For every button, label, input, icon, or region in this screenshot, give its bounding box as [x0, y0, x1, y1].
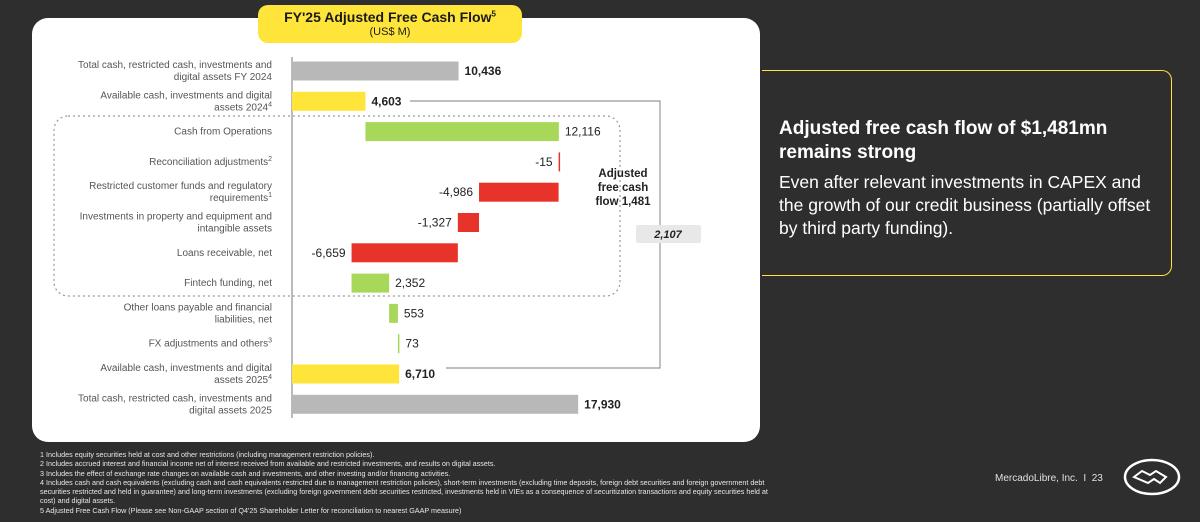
category-label: Available cash, investments and digital [100, 90, 272, 101]
bracket-value: 2,107 [653, 229, 682, 241]
waterfall-bar [292, 91, 366, 111]
adjusted-fcf-annotation: Adjusted [598, 168, 647, 180]
waterfall-chart: Total cash, restricted cash, investments… [53, 57, 701, 418]
value-label: 2,352 [395, 276, 425, 290]
callout-box: Adjusted free cash flow of $1,481mn rema… [762, 70, 1172, 276]
category-label: Other loans payable and financial [124, 302, 272, 313]
category-label: Investments in property and equipment an… [80, 212, 272, 223]
handshake-logo-icon [1123, 458, 1181, 496]
callout-headline: Adjusted free cash flow of $1,481mn rema… [779, 118, 1108, 163]
waterfall-bar [479, 182, 559, 202]
chart-title: FY'25 Adjusted Free Cash Flow5 [284, 9, 496, 25]
value-label: 553 [404, 306, 424, 320]
waterfall-bar [457, 213, 480, 232]
category-label: digital assets 2025 [189, 405, 272, 416]
category-label: liabilities, net [215, 314, 272, 325]
waterfall-bar [351, 273, 390, 293]
footer-brand: MercadoLibre, Inc. I 23 [995, 473, 1103, 484]
category-label: Total cash, restricted cash, investments… [78, 60, 272, 71]
category-label: FX adjustments and others3 [149, 338, 273, 350]
waterfall-bar [558, 152, 561, 172]
waterfall-bar [292, 394, 579, 414]
value-label: 6,710 [405, 367, 435, 381]
chart-title-pill: FY'25 Adjusted Free Cash Flow5 (US$ M) [258, 5, 522, 43]
chart-subtitle: (US$ M) [369, 26, 411, 38]
waterfall-bar [351, 243, 458, 263]
category-label: requirements1 [210, 192, 272, 204]
category-label: Restricted customer funds and regulatory [89, 181, 272, 192]
value-label: 4,603 [371, 94, 401, 108]
footnote: 2 Includes accrued interest and financia… [40, 459, 496, 469]
footnote: 3 Includes the effect of exchange rate c… [40, 468, 451, 478]
waterfall-bar [292, 61, 459, 81]
value-label: 10,436 [465, 64, 502, 78]
waterfall-bar [292, 364, 400, 384]
adjusted-fcf-annotation: free cash [598, 182, 649, 194]
value-label: 73 [405, 337, 419, 351]
bracket-value-box [636, 225, 701, 243]
category-label: assets 20244 [214, 101, 272, 113]
category-label: Available cash, investments and digital [100, 363, 272, 374]
footnote: 4 Includes cash and cash equivalents (ex… [40, 477, 768, 506]
footnote: 5 Adjusted Free Cash Flow (Please see No… [40, 505, 462, 515]
value-label: -6,659 [312, 246, 346, 260]
waterfall-bar [397, 334, 400, 354]
page-number: 23 [1091, 473, 1103, 484]
category-label: Loans receivable, net [177, 248, 272, 259]
adjusted-fcf-group-box [53, 115, 621, 297]
value-label: -4,986 [439, 185, 473, 199]
category-label: intangible assets [198, 224, 273, 235]
waterfall-bar [365, 122, 559, 142]
category-label: Cash from Operations [174, 127, 272, 138]
value-label: -15 [535, 155, 553, 169]
adjusted-fcf-annotation: flow 1,481 [596, 196, 652, 208]
category-label: Reconciliation adjustments2 [149, 156, 272, 168]
value-label: 12,116 [565, 125, 601, 139]
category-label: assets 20254 [214, 374, 272, 386]
callout-body: Even after relevant investments in CAPEX… [779, 172, 1151, 238]
footnotes: 1 Includes equity securities held at cos… [40, 450, 770, 515]
footer-separator: I [1083, 473, 1087, 484]
waterfall-bar [389, 303, 398, 323]
footnote: 1 Includes equity securities held at cos… [40, 450, 375, 459]
category-label: digital assets FY 2024 [174, 72, 273, 83]
category-label: Fintech funding, net [184, 278, 272, 289]
company-name: MercadoLibre, Inc. [995, 473, 1078, 484]
value-label: -1,327 [418, 216, 452, 230]
category-label: Total cash, restricted cash, investments… [78, 393, 272, 404]
value-label: 17,930 [584, 397, 621, 411]
